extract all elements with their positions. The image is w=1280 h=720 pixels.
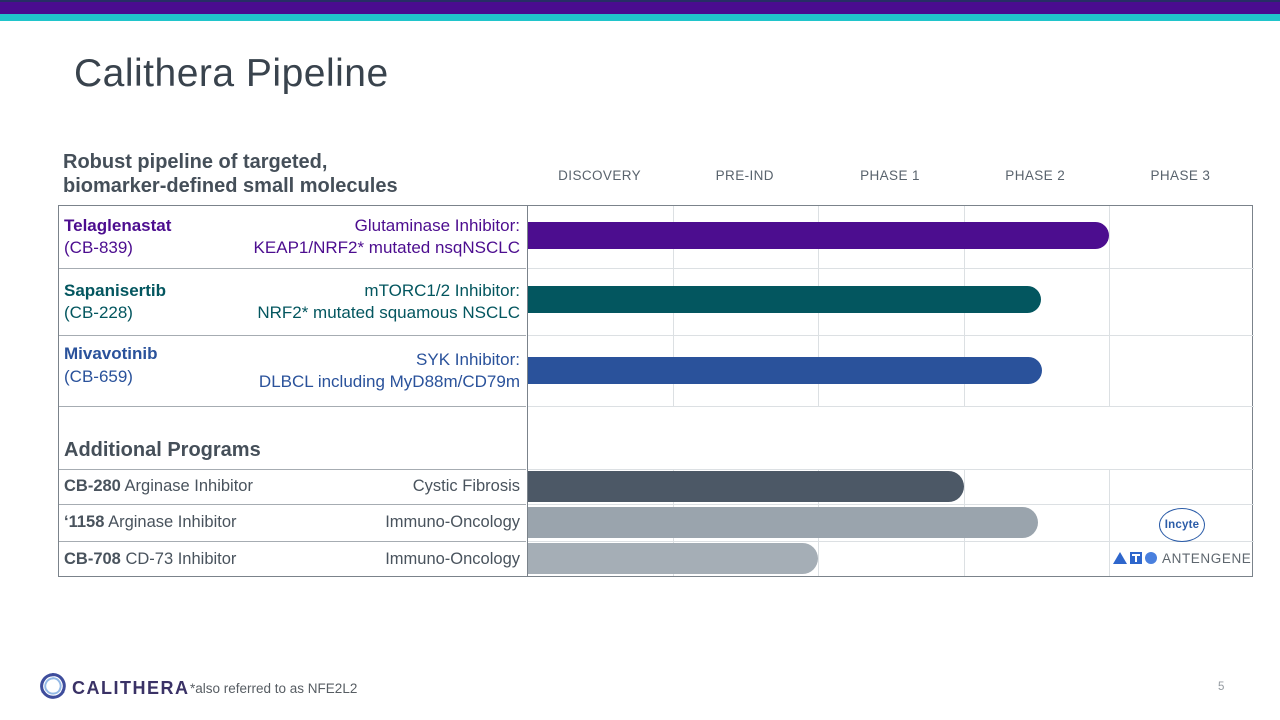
pipeline-heading: Robust pipeline of targeted, biomarker-d… [63, 150, 398, 198]
program-indication: Cystic Fibrosis [412, 477, 520, 495]
program-modality: Arginase Inhibitor [124, 477, 253, 495]
incyte-logo: Incyte [1159, 508, 1205, 542]
program-mechanism: mTORC1/2 Inhibitor: [364, 280, 520, 300]
bar-1158 [528, 507, 1038, 538]
bar-sapanisertib [528, 286, 1041, 313]
additional-programs-header: Additional Programs [64, 439, 261, 461]
program-name-block: CB-280 Arginase Inhibitor [64, 477, 253, 496]
row-separator [59, 406, 526, 407]
page-number: 5 [1218, 681, 1225, 693]
row-separator [59, 268, 526, 269]
program-code: (CB-659) [64, 366, 133, 386]
program-row-mivavotinib: Mivavotinib (CB-659) SYK Inhibitor: DLBC… [59, 336, 526, 406]
table-column-divider [526, 206, 528, 576]
row-separator [59, 469, 526, 470]
program-code: (CB-839) [64, 238, 133, 257]
row-separator [59, 541, 526, 542]
program-name-block: Sapanisertib (CB-228) [64, 280, 166, 325]
gridline [528, 469, 1254, 470]
row-separator [59, 504, 526, 505]
phase-header-phase3: PHASE 3 [1150, 168, 1211, 183]
incyte-wordmark: Incyte [1164, 519, 1200, 531]
top-accent-teal [0, 14, 1280, 21]
top-accent-navy [0, 0, 1280, 2]
heading-line1: Robust pipeline of targeted, [63, 151, 328, 173]
heading-line2: biomarker-defined small molecules [63, 175, 398, 197]
top-accent-purple [0, 2, 1280, 14]
program-indication: DLBCL including MyD88m/CD79m [258, 372, 520, 391]
program-row-sapanisertib: Sapanisertib (CB-228) mTORC1/2 Inhibitor… [59, 269, 526, 335]
program-description: SYK Inhibitor: DLBCL including MyD88m/CD… [259, 349, 520, 394]
antengene-wordmark: ANTENGENE [1162, 550, 1252, 566]
program-code: ‘1158 [64, 513, 105, 531]
gridline [528, 268, 1254, 269]
program-mechanism: Glutaminase Inhibitor: [354, 215, 520, 235]
bar-cb708 [528, 543, 819, 574]
program-name-block: CB-708 CD-73 Inhibitor [64, 550, 236, 569]
program-indication: NRF2* mutated squamous NSCLC [257, 303, 520, 322]
gridline [1108, 469, 1110, 576]
program-code: CB-708 [64, 550, 121, 568]
phase-column-headers: DISCOVERY PRE-IND PHASE 1 PHASE 2 PHASE … [527, 168, 1253, 183]
footnote: *also referred to as NFE2L2 [190, 681, 358, 696]
program-name-block: ‘1158 Arginase Inhibitor [64, 513, 237, 532]
program-indication: KEAP1/NRF2* mutated nsqNSCLC [253, 238, 520, 257]
program-indication: Immuno-Oncology [385, 550, 520, 568]
program-code: (CB-228) [64, 303, 133, 322]
gridline [528, 406, 1254, 407]
row-separator [59, 335, 526, 336]
phase-header-discovery: DISCOVERY [558, 168, 642, 183]
program-label-column: Telaglenastat (CB-839) Glutaminase Inhib… [59, 206, 526, 576]
program-indication: Immuno-Oncology [385, 513, 520, 531]
program-row-cb280: CB-280 Arginase Inhibitor Cystic Fibrosi… [59, 469, 526, 504]
slide-title: Calithera Pipeline [74, 52, 389, 95]
antengene-square-icon [1130, 552, 1142, 564]
gridline [528, 541, 1254, 542]
phase-header-phase2: PHASE 2 [1005, 168, 1066, 183]
antengene-circle-icon [1145, 552, 1157, 564]
bar-cb280 [528, 471, 964, 502]
program-name-block: Mivavotinib (CB-659) [64, 336, 158, 388]
gridline [528, 504, 1254, 505]
antengene-logo: ANTENGENE [1113, 547, 1251, 569]
gridline [528, 335, 1254, 336]
program-row-telaglenastat: Telaglenastat (CB-839) Glutaminase Inhib… [59, 206, 526, 268]
program-modality: CD-73 Inhibitor [125, 550, 237, 568]
phase-header-pre-ind: PRE-IND [715, 168, 774, 183]
pipeline-chart: Incyte ANTENGENE [528, 206, 1254, 576]
program-row-cb708: CB-708 CD-73 Inhibitor Immuno-Oncology [59, 541, 526, 578]
program-name-block: Telaglenastat (CB-839) [64, 215, 171, 260]
calithera-wordmark: CALITHERA [72, 678, 190, 698]
program-mechanism: SYK Inhibitor: [416, 349, 520, 369]
bar-mivavotinib [528, 357, 1042, 384]
phase-header-phase1: PHASE 1 [860, 168, 920, 183]
program-code: CB-280 [64, 477, 121, 495]
program-description: mTORC1/2 Inhibitor: NRF2* mutated squamo… [257, 280, 520, 325]
program-modality: Arginase Inhibitor [108, 513, 237, 531]
calithera-logo-icon [39, 672, 67, 705]
pipeline-table: Telaglenastat (CB-839) Glutaminase Inhib… [58, 205, 1254, 577]
bar-telaglenastat [528, 222, 1109, 249]
program-name: Mivavotinib [64, 344, 158, 363]
antengene-triangle-icon [1113, 552, 1127, 564]
program-description: Glutaminase Inhibitor: KEAP1/NRF2* mutat… [254, 215, 520, 260]
gridline [1108, 206, 1110, 406]
program-name: Sapanisertib [64, 280, 167, 300]
program-name: Telaglenastat [64, 215, 172, 235]
program-row-1158: ‘1158 Arginase Inhibitor Immuno-Oncology [59, 504, 526, 541]
